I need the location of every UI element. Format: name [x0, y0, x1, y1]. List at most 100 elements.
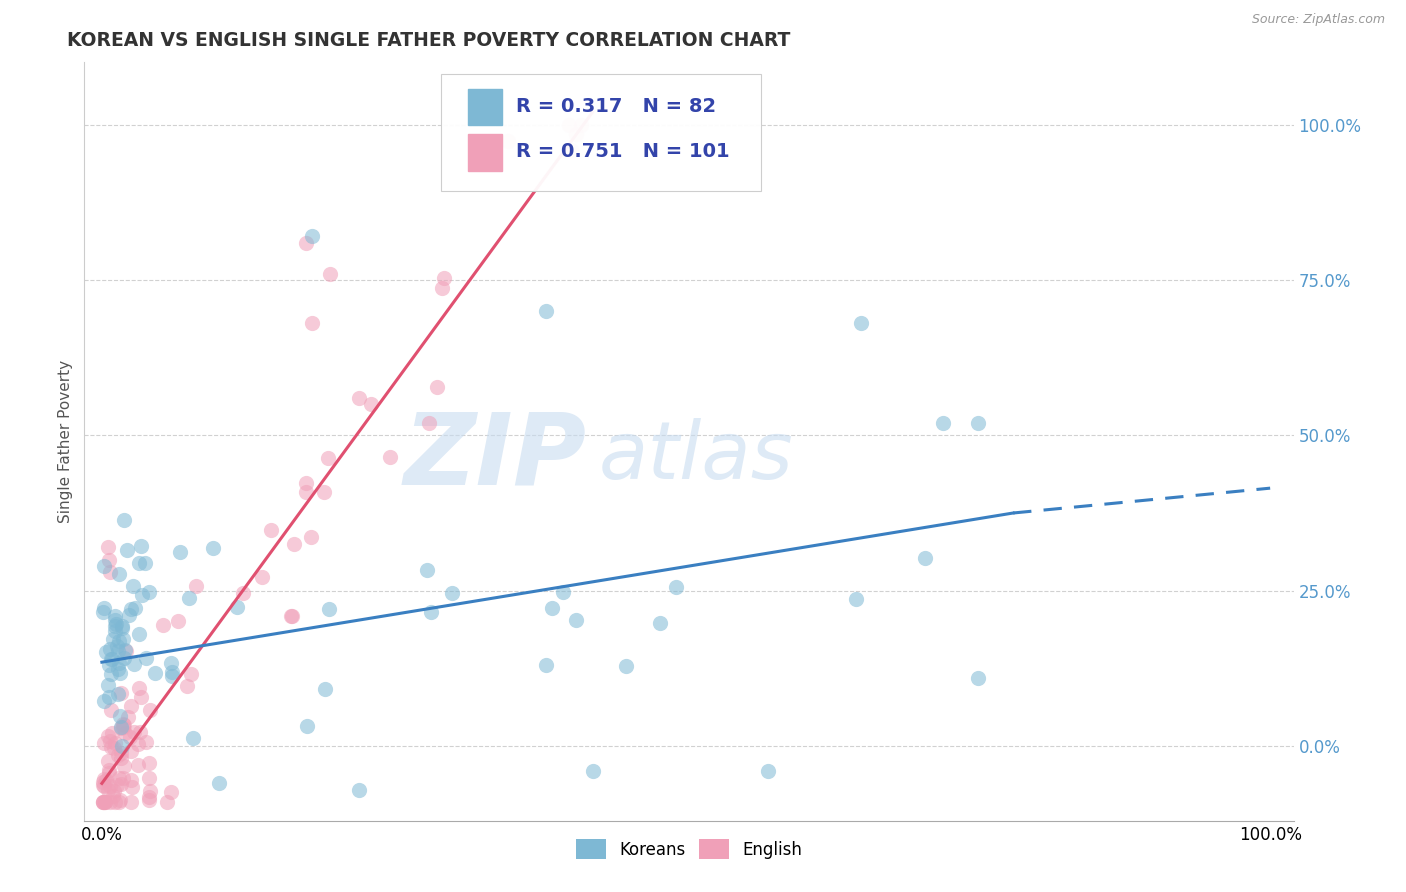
Point: [103, 789, 125, 803]
Point: [534, 657, 557, 672]
Point: [295, 485, 318, 500]
Point: [225, 600, 247, 615]
Point: [112, 718, 135, 732]
Point: [169, 545, 191, 559]
Point: [114, 643, 136, 657]
Point: [135, 651, 157, 665]
Point: [614, 659, 637, 673]
Point: [114, 726, 136, 740]
Point: [360, 397, 382, 411]
Point: [138, 756, 160, 770]
Point: [93, 736, 115, 750]
Point: [107, 644, 129, 658]
Point: [103, 784, 125, 798]
Point: [94, 795, 117, 809]
Point: [967, 671, 990, 685]
Point: [138, 771, 160, 785]
Point: [120, 795, 142, 809]
Point: [932, 416, 955, 430]
Point: [98, 642, 121, 657]
Point: [91, 795, 114, 809]
Point: [110, 666, 132, 681]
Point: [110, 777, 132, 791]
Point: [93, 772, 115, 787]
Point: [167, 614, 190, 628]
Point: [318, 267, 340, 281]
Text: atlas: atlas: [599, 417, 793, 496]
Text: Source: ZipAtlas.com: Source: ZipAtlas.com: [1251, 13, 1385, 27]
Point: [131, 588, 153, 602]
Point: [104, 736, 127, 750]
Point: [967, 416, 990, 430]
Point: [648, 616, 671, 631]
Point: [138, 792, 160, 806]
Point: [105, 778, 128, 792]
Point: [112, 513, 135, 527]
Point: [98, 766, 121, 780]
Point: [97, 729, 120, 743]
Point: [111, 621, 134, 635]
Point: [97, 540, 120, 554]
Point: [124, 600, 146, 615]
Point: [314, 485, 336, 500]
Point: [104, 617, 127, 632]
Bar: [468, 89, 502, 126]
Point: [110, 685, 132, 699]
Point: [156, 795, 179, 809]
Point: [184, 579, 207, 593]
Point: [844, 592, 866, 607]
Point: [104, 609, 127, 624]
Point: [295, 475, 318, 490]
Point: [98, 795, 121, 809]
Point: [496, 134, 519, 148]
Point: [93, 601, 115, 615]
Point: [117, 710, 139, 724]
Point: [134, 556, 156, 570]
Point: [433, 270, 456, 285]
Point: [108, 709, 131, 723]
Point: [108, 792, 131, 806]
Bar: [468, 135, 502, 171]
Point: [347, 391, 370, 405]
Point: [107, 634, 129, 648]
Point: [98, 734, 121, 748]
Point: [295, 235, 318, 250]
Point: [115, 644, 138, 658]
Text: R = 0.751   N = 101: R = 0.751 N = 101: [516, 143, 730, 161]
Point: [110, 746, 132, 760]
Point: [97, 690, 120, 704]
Point: [101, 632, 124, 647]
Point: [250, 570, 273, 584]
Point: [143, 666, 166, 681]
Point: [98, 780, 121, 794]
Point: [131, 539, 153, 553]
Point: [100, 652, 122, 666]
Point: [96, 772, 118, 787]
Point: [122, 725, 145, 739]
Point: [851, 317, 873, 331]
Y-axis label: Single Father Poverty: Single Father Poverty: [58, 360, 73, 523]
Point: [107, 639, 129, 653]
Point: [347, 782, 370, 797]
Point: [426, 380, 449, 394]
Point: [420, 606, 443, 620]
Point: [280, 609, 302, 624]
Point: [135, 735, 157, 749]
Point: [112, 720, 135, 734]
Point: [98, 565, 121, 579]
Point: [104, 624, 127, 638]
Point: [91, 795, 114, 809]
Point: [120, 602, 142, 616]
Point: [100, 726, 122, 740]
Point: [104, 618, 127, 632]
Point: [128, 626, 150, 640]
Point: [128, 557, 150, 571]
Point: [281, 609, 304, 624]
Point: [314, 681, 336, 696]
Point: [104, 614, 127, 628]
Point: [97, 754, 120, 768]
Point: [91, 795, 114, 809]
Point: [91, 778, 114, 792]
Point: [110, 751, 132, 765]
Point: [128, 681, 150, 695]
